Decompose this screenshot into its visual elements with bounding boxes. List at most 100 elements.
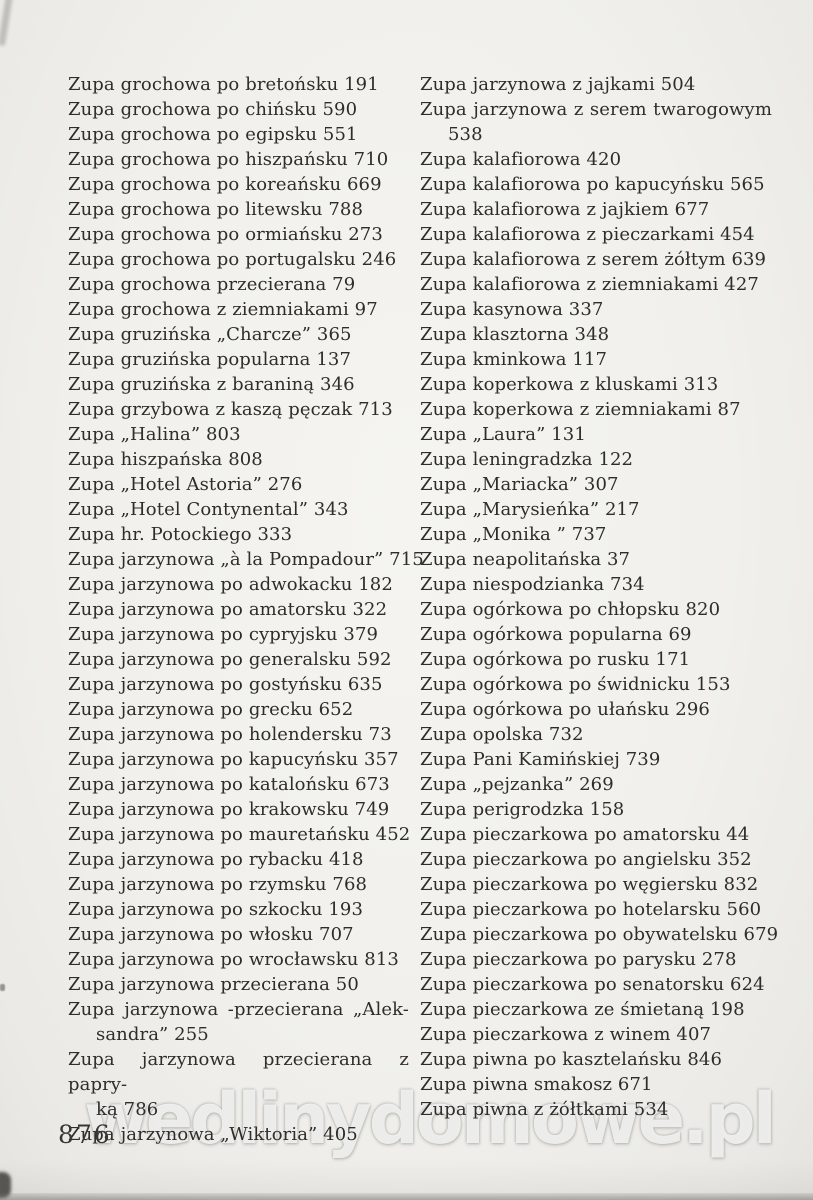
index-entry-line: Zupa pieczarkowa z winem 407 [420,1024,712,1045]
index-entry-line: Zupa ogórkowa po ułańsku 296 [420,699,710,720]
index-entry-line: Zupa gruzińska z baraniną 346 [68,374,355,395]
index-entry: Zupa jarzynowa -przecierana „Alek-sandra… [68,997,409,1047]
index-entry: Zupa klasztorna 348 [420,322,772,347]
index-entry-line: Zupa „Hotel Astoria” 276 [68,474,303,495]
index-entry: Zupa koperkowa z ziemniakami 87 [420,397,772,422]
index-entry-line: Zupa jarzynowa po rybacku 418 [68,849,364,870]
index-entry-line: Zupa jarzynowa po mauretańsku 452 [68,824,411,845]
index-entry: Zupa kalafiorowa z ziemniakami 427 [420,272,772,297]
index-entry-line: Zupa pieczarkowa po amatorsku 44 [420,824,750,845]
index-entry: Zupa jarzynowa po gostyńsku 635 [68,672,409,697]
scan-left-speck [0,984,5,991]
index-entry: Zupa jarzynowa z jajkami 504 [420,72,772,97]
index-entry-line: Zupa grochowa po chińsku 590 [68,99,358,120]
index-entry-line: sandra” 255 [96,1024,209,1045]
index-entry: Zupa gruzińska popularna 137 [68,347,409,372]
index-entry-line: Zupa jarzynowa po rzymsku 768 [68,874,368,895]
index-entry: Zupa piwna po kasztelańsku 846 [420,1047,772,1072]
index-entry: Zupa jarzynowa po włosku 707 [68,922,409,947]
index-entry-line: Zupa pieczarkowa ze śmietaną 198 [420,999,745,1020]
index-entry: Zupa kasynowa 337 [420,297,772,322]
index-entry: Zupa kalafiorowa z jajkiem 677 [420,197,772,222]
index-entry: Zupa jarzynowa po amatorsku 322 [68,597,409,622]
index-entry-line: Zupa pieczarkowa po angielsku 352 [420,849,752,870]
index-entry: Zupa „Hotel Astoria” 276 [68,472,409,497]
index-entry: Zupa „Laura” 131 [420,422,772,447]
index-entry: Zupa jarzynowa po mauretańsku 452 [68,822,411,847]
index-entry-line: Zupa jarzynowa z serem twarogowym [420,99,772,120]
index-entry-line: Zupa ogórkowa po chłopsku 820 [420,599,721,620]
index-entry-line: Zupa gruzińska „Charcze” 365 [68,324,352,345]
index-entry: Zupa pieczarkowa po senatorsku 624 [420,972,772,997]
index-entry: Zupa kalafiorowa 420 [420,147,772,172]
index-entry-line: Zupa grzybowa z kaszą pęczak 713 [68,399,393,420]
index-entry: Zupa kminkowa 117 [420,347,772,372]
index-entry: Zupa jarzynowa po holendersku 73 [68,722,409,747]
index-entry-line: Zupa kalafiorowa z pieczarkami 454 [420,224,755,245]
index-entry: Zupa grochowa po litewsku 788 [68,197,409,222]
index-entry: Zupa „Mariacka” 307 [420,472,772,497]
index-entry: Zupa ogórkowa po chłopsku 820 [420,597,772,622]
index-entry-line: Zupa grochowa po egipsku 551 [68,124,358,145]
index-entry: Zupa grzybowa z kaszą pęczak 713 [68,397,409,422]
index-entry-line: Zupa hr. Potockiego 333 [68,524,293,545]
index-entry: Zupa „pejzanka” 269 [420,772,772,797]
index-entry-line: Zupa jarzynowa po krakowsku 749 [68,799,390,820]
index-entry: Zupa pieczarkowa po obywatelsku 679 [420,922,778,947]
index-entry: Zupa jarzynowa po rzymsku 768 [68,872,409,897]
index-entry: Zupa pieczarkowa ze śmietaną 198 [420,997,772,1022]
page-number: 876 [58,1120,112,1149]
index-entry-line: Zupa klasztorna 348 [420,324,610,345]
index-entry-line: Zupa niespodzianka 734 [420,574,645,595]
index-entry-line: Zupa ogórkowa po rusku 171 [420,649,691,670]
index-entry: Zupa kalafiorowa z pieczarkami 454 [420,222,772,247]
index-entry-line: Zupa jarzynowa po amatorsku 322 [68,599,388,620]
index-entry: Zupa pieczarkowa po parysku 278 [420,947,772,972]
index-entry-line: Zupa pieczarkowa po senatorsku 624 [420,974,765,995]
index-entry: Zupa „Monika ” 737 [420,522,772,547]
index-entry: Zupa grochowa po egipsku 551 [68,122,409,147]
index-entry-line: Zupa piwna po kasztelańsku 846 [420,1049,723,1070]
scan-bottom-blob [0,1172,11,1198]
index-entry: Zupa pieczarkowa po hotelarsku 560 [420,897,772,922]
index-entry-line: Zupa „Monika ” 737 [420,524,607,545]
index-entry-line: Zupa jarzynowa „à la Pompadour” 715 [68,549,424,570]
index-entry: Zupa gruzińska z baraniną 346 [68,372,409,397]
index-entry-line: Zupa koperkowa z ziemniakami 87 [420,399,741,420]
scan-bottom-shadow [0,1160,813,1200]
index-entry: Zupa grochowa z ziemniakami 97 [68,297,409,322]
index-entry-line: Zupa neapolitańska 37 [420,549,631,570]
index-entry-line: Zupa ogórkowa po świdnicku 153 [420,674,731,695]
index-entry-line: Zupa jarzynowa po adwokacku 182 [68,574,393,595]
index-entry-line: Zupa pieczarkowa po hotelarsku 560 [420,899,762,920]
index-entry-line: ką 786 [96,1099,159,1120]
index-entry: Zupa ogórkowa po rusku 171 [420,647,772,672]
index-entry: Zupa ogórkowa popularna 69 [420,622,772,647]
index-entry-line: Zupa jarzynowa przecierana z papry- [68,1049,409,1095]
index-entry: Zupa jarzynowa przecierana 50 [68,972,409,997]
index-entry-line: Zupa grochowa przecierana 79 [68,274,356,295]
index-entry: Zupa leningradzka 122 [420,447,772,472]
index-entry: Zupa jarzynowa po cypryjsku 379 [68,622,409,647]
index-entry: Zupa koperkowa z kluskami 313 [420,372,772,397]
index-entry: Zupa piwna smakosz 671 [420,1072,772,1097]
index-entry: Zupa pieczarkowa po amatorsku 44 [420,822,772,847]
index-column-right: Zupa jarzynowa z jajkami 504 Zupa jarzyno… [420,72,778,1122]
index-entry-line: Zupa jarzynowa po cypryjsku 379 [68,624,379,645]
index-entry-line: Zupa grochowa po litewsku 788 [68,199,364,220]
index-entry-line: Zupa jarzynowa po kapucyńsku 357 [68,749,399,770]
index-entry-line: Zupa kalafiorowa po kapucyńsku 565 [420,174,765,195]
index-entry-line: Zupa kalafiorowa z jajkiem 677 [420,199,710,220]
index-entry: Zupa ogórkowa po świdnicku 153 [420,672,772,697]
index-entry: Zupa jarzynowa po grecku 652 [68,697,409,722]
index-entry-line: Zupa jarzynowa przecierana 50 [68,974,359,995]
index-entry: Zupa jarzynowa „à la Pompadour” 715 [68,547,424,572]
index-entry-line: Zupa „pejzanka” 269 [420,774,614,795]
index-entry: Zupa jarzynowa po wrocławsku 813 [68,947,409,972]
index-entry-line: Zupa piwna smakosz 671 [420,1074,653,1095]
index-entry: Zupa jarzynowa z serem twarogowym 538 [420,97,772,147]
index-entry-line: Zupa hiszpańska 808 [68,449,263,470]
index-entry-line: Zupa kalafiorowa 420 [420,149,622,170]
index-entry: Zupa jarzynowa po kapucyńsku 357 [68,747,409,772]
index-entry: Zupa jarzynowa po krakowsku 749 [68,797,409,822]
